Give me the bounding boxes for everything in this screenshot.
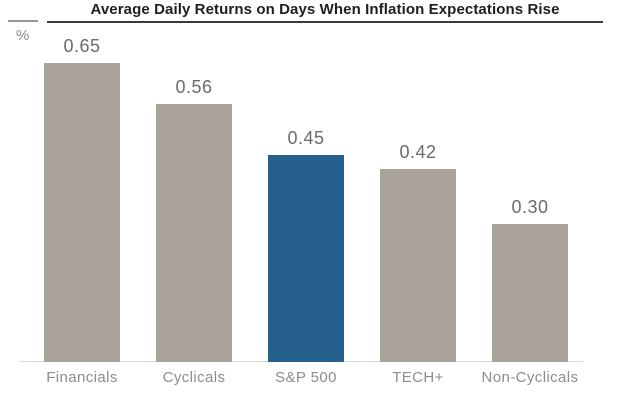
bar-value-label-financials: 0.65 <box>63 36 101 56</box>
bar-value-label-cyclicals: 0.56 <box>175 77 213 97</box>
chart-header: Average Daily Returns on Days When Infla… <box>47 1 603 23</box>
bar-non-cyclicals <box>492 224 568 362</box>
chart-title: Average Daily Returns on Days When Infla… <box>90 1 560 18</box>
x-axis-label-s-p-500: S&P 500 <box>275 369 337 386</box>
y-axis-top-rule <box>8 20 38 22</box>
x-axis-label-cyclicals: Cyclicals <box>162 369 226 386</box>
bar-financials <box>44 63 120 362</box>
bar-cyclicals <box>156 104 232 362</box>
x-axis-label-financials: Financials <box>46 369 118 386</box>
bar-value-label-s-p-500: 0.45 <box>287 128 325 148</box>
y-axis-unit-label: % <box>16 27 30 44</box>
bar-value-label-tech: 0.42 <box>399 142 437 162</box>
bar-s-p-500 <box>268 155 344 362</box>
bar-tech <box>380 169 456 362</box>
x-axis-label-tech: TECH+ <box>392 369 444 386</box>
bar-value-label-non-cyclicals: 0.30 <box>511 197 549 217</box>
x-axis-label-non-cyclicals: Non-Cyclicals <box>481 369 579 386</box>
